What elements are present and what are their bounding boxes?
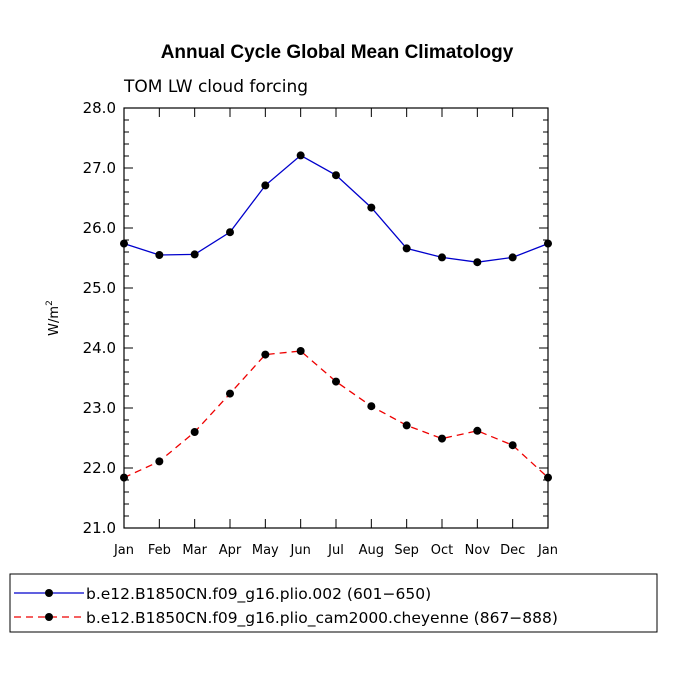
data-point-series-1 [367, 203, 376, 212]
data-point-series-2 [226, 389, 234, 398]
data-point-series-2 [367, 402, 376, 411]
x-tick-label: Feb [148, 543, 171, 558]
x-tick-label: Dec [500, 543, 525, 558]
data-point-series-1 [226, 228, 234, 237]
data-point-series-1 [544, 239, 552, 248]
data-point-series-2 [190, 428, 199, 436]
legend-label-2: b.e12.B1850CN.f09_g16.plio_cam2000.cheye… [86, 609, 558, 628]
x-tick-label: Aug [359, 543, 384, 558]
data-point-series-2 [120, 473, 128, 482]
y-tick-label: 26.0 [83, 219, 116, 237]
x-tick-label: Nov [465, 543, 491, 558]
legend-marker-1 [45, 589, 53, 597]
data-point-series-2 [402, 421, 411, 430]
y-tick-label: 24.0 [83, 339, 116, 357]
data-point-series-1 [438, 253, 446, 262]
chart-subtitle: TOM LW cloud forcing [123, 77, 308, 97]
legend-marker-2 [45, 613, 53, 621]
x-tick-label: Jan [537, 543, 558, 558]
data-point-series-1 [332, 171, 340, 180]
data-point-series-1 [261, 181, 270, 190]
data-point-series-1 [190, 250, 199, 259]
data-point-series-1 [155, 251, 164, 259]
plot-frame [123, 107, 549, 529]
y-tick-label: 28.0 [83, 99, 116, 117]
data-point-series-2 [473, 426, 482, 435]
x-tick-label: May [252, 543, 279, 558]
series-line-2 [123, 350, 549, 479]
chart-title: Annual Cycle Global Mean Climatology [161, 42, 514, 63]
y-tick-label: 22.0 [83, 459, 116, 477]
x-tick-label: Jul [327, 543, 344, 558]
data-point-series-2 [332, 377, 340, 386]
data-point-series-1 [402, 244, 411, 253]
x-tick-label: Mar [182, 543, 207, 558]
data-point-series-2 [438, 434, 446, 443]
data-point-series-2 [508, 441, 517, 450]
data-point-series-1 [120, 239, 128, 248]
data-point-series-1 [508, 253, 517, 262]
x-tick-label: Sep [394, 543, 419, 558]
data-point-series-1 [296, 151, 305, 160]
legend-label-1: b.e12.B1850CN.f09_g16.plio.002 (601−650) [86, 585, 431, 604]
data-point-series-2 [155, 457, 164, 466]
x-tick-label: Jan [113, 543, 134, 558]
data-point-series-2 [261, 350, 270, 359]
data-point-series-2 [544, 473, 552, 482]
x-tick-label: Apr [219, 543, 242, 558]
y-tick-label: 23.0 [83, 399, 116, 417]
y-tick-label: 25.0 [83, 279, 116, 297]
y-tick-label: 21.0 [83, 519, 116, 537]
y-axis-label: W/m2 [45, 300, 62, 336]
x-tick-label: Jun [290, 543, 311, 558]
x-tick-label: Oct [431, 543, 453, 558]
y-tick-label: 27.0 [83, 159, 116, 177]
data-point-series-1 [473, 258, 482, 267]
data-point-series-2 [296, 347, 305, 355]
legend-box [9, 573, 658, 633]
